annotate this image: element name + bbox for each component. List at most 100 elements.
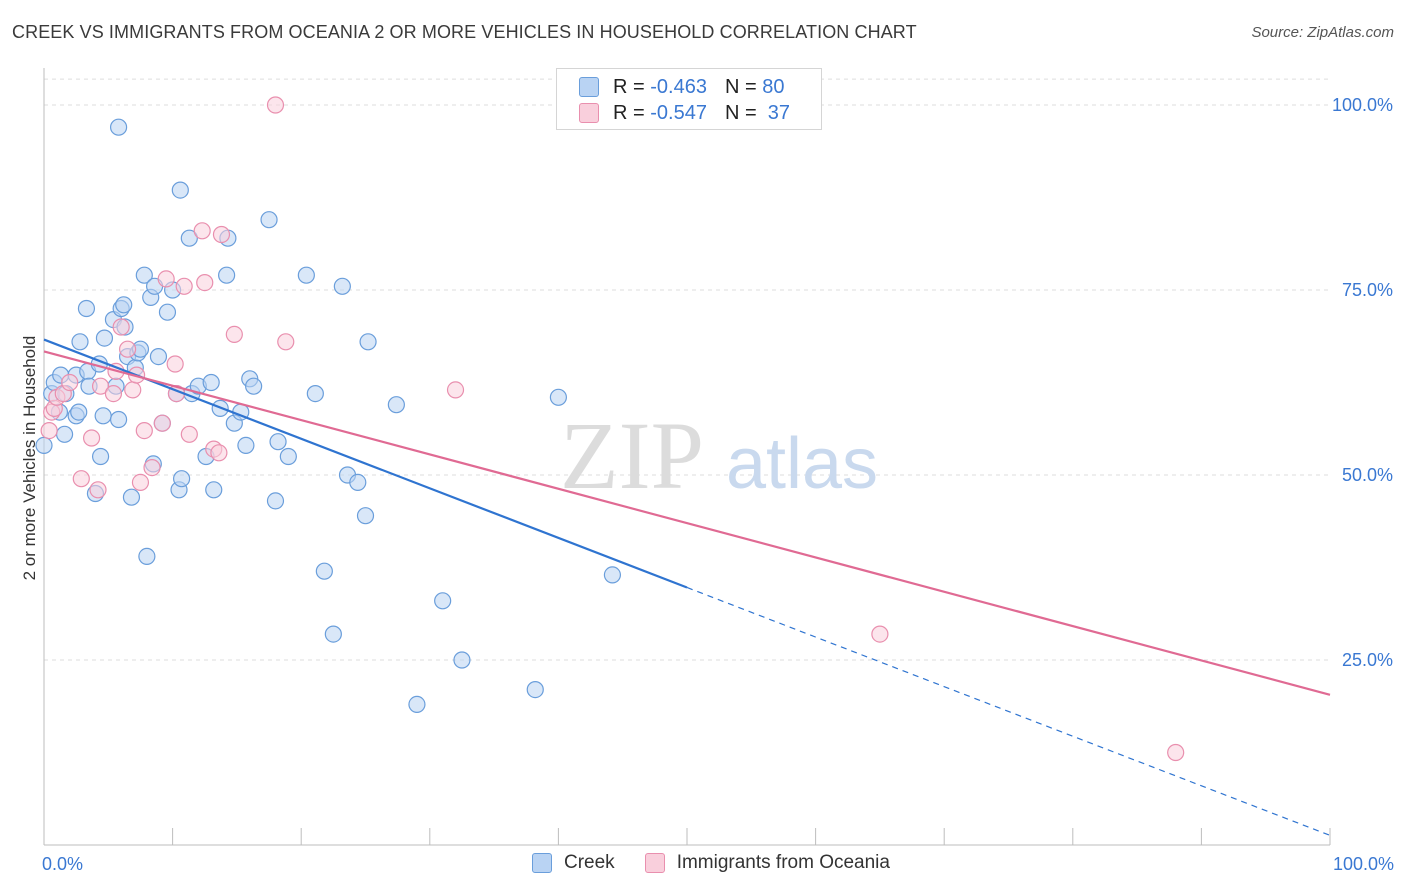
creek-point <box>408 695 426 714</box>
x-tick-label: 0.0% <box>42 854 83 874</box>
creek-point <box>180 229 198 247</box>
oceania-point <box>72 470 90 488</box>
oceania-swatch <box>644 853 665 873</box>
oceania-point <box>153 414 171 432</box>
creek-point <box>359 333 377 351</box>
oceania-swatch <box>579 103 599 123</box>
y-tick-label: 50.0% <box>1342 465 1393 485</box>
oceania-point <box>61 373 79 392</box>
creek-point <box>453 651 471 669</box>
oceania-point <box>277 333 295 351</box>
creek-point <box>526 680 544 699</box>
creek-point <box>349 473 367 491</box>
legend-label: Creek <box>564 852 615 873</box>
grid-lines <box>44 78 1330 661</box>
watermark: ZIP atlas <box>560 402 878 509</box>
creek-point <box>135 266 153 284</box>
creek-point <box>603 566 622 584</box>
source-label: Source: ZipAtlas.com <box>1251 24 1394 41</box>
n-value: 37 <box>767 101 791 124</box>
oceania-point <box>1167 743 1185 762</box>
creek-point <box>245 377 263 395</box>
creek-point <box>387 396 405 414</box>
watermark-atlas: atlas <box>726 424 878 504</box>
oceania-point <box>446 381 465 399</box>
oceania-point <box>143 459 161 477</box>
creek-point <box>205 481 223 499</box>
legend-item-creek[interactable]: Creek <box>532 852 615 874</box>
creek-point <box>297 266 315 284</box>
creek-point <box>115 296 133 314</box>
oceania-point <box>157 270 175 288</box>
r-label: R = <box>613 75 645 98</box>
creek-point <box>434 592 452 610</box>
creek-point <box>315 562 333 580</box>
creek-point <box>70 403 88 421</box>
creek-point <box>306 385 324 403</box>
stats-legend: R = -0.463 N = 80 R = -0.547 N = 37 <box>556 68 822 130</box>
oceania-point <box>124 381 142 399</box>
creek-point <box>122 488 141 506</box>
creek-point <box>356 507 375 525</box>
tick-labels: 100.0% 75.0% 50.0% 25.0% 0.0% 100.0% <box>42 95 1394 874</box>
oceania-point <box>196 274 214 292</box>
y-tick-label: 75.0% <box>1342 280 1393 300</box>
creek-point <box>202 373 220 392</box>
oceania-point <box>225 325 243 343</box>
series-legend: Creek Immigrants from Oceania <box>532 852 920 874</box>
n-label: N = <box>724 101 757 124</box>
creek-point <box>94 407 112 425</box>
oceania-point <box>89 481 107 499</box>
oceania-point <box>871 625 889 643</box>
creek-point <box>77 299 96 318</box>
creek-point <box>260 211 278 229</box>
n-value: 80 <box>762 75 785 98</box>
oceania-trend-line <box>43 350 1331 696</box>
r-value: -0.463 <box>650 75 707 98</box>
oceania-point <box>40 422 58 440</box>
creek-point <box>269 433 287 451</box>
creek-point <box>218 266 236 284</box>
creek-point <box>109 410 128 429</box>
watermark-zip: ZIP <box>560 402 704 509</box>
creek-trend-extension <box>686 586 1331 836</box>
creek-point <box>138 547 156 566</box>
oceania-point <box>210 444 228 462</box>
legend-label: Immigrants from Oceania <box>676 852 890 873</box>
creek-point <box>35 436 53 454</box>
creek-point <box>109 118 128 136</box>
creek-point <box>333 277 351 295</box>
creek-point <box>324 625 342 643</box>
creek-swatch <box>532 853 552 873</box>
r-value: -0.547 <box>650 101 707 124</box>
oceania-point <box>82 429 101 447</box>
oceania-point <box>180 425 198 443</box>
oceania-point <box>104 385 123 403</box>
creek-point <box>95 329 114 347</box>
legend-item-oceania[interactable]: Immigrants from Oceania <box>644 852 890 874</box>
creek-point <box>266 492 285 510</box>
creek-point <box>173 470 191 488</box>
creek-point <box>279 447 297 466</box>
n-label: N = <box>724 75 757 98</box>
oceania-point <box>175 277 193 295</box>
creek-point <box>171 181 189 199</box>
oceania-point <box>112 318 130 336</box>
trend-lines <box>43 338 1331 836</box>
data-points <box>35 96 1185 762</box>
stats-row-oceania: R = -0.547 N = 37 <box>579 101 790 125</box>
oceania-point <box>166 355 184 373</box>
axes <box>43 68 1331 846</box>
oceania-point <box>212 225 231 244</box>
r-label: R = <box>613 101 645 124</box>
oceania-point <box>193 222 211 240</box>
creek-point <box>55 425 74 443</box>
y-tick-label: 100.0% <box>1332 95 1393 115</box>
chart-title: CREEK VS IMMIGRANTS FROM OCEANIA 2 OR MO… <box>12 22 917 42</box>
creek-point <box>237 436 255 454</box>
x-tick-label: 100.0% <box>1333 854 1394 874</box>
creek-point <box>158 303 177 321</box>
oceania-point <box>266 96 285 114</box>
oceania-point <box>135 422 153 440</box>
